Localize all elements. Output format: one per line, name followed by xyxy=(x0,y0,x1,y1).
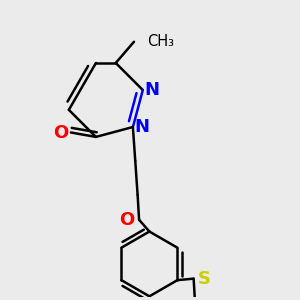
Text: CH₃: CH₃ xyxy=(147,34,174,49)
Text: N: N xyxy=(135,118,150,136)
Text: S: S xyxy=(197,270,210,288)
Text: O: O xyxy=(119,211,134,229)
Text: O: O xyxy=(53,124,68,142)
Text: N: N xyxy=(145,81,160,99)
